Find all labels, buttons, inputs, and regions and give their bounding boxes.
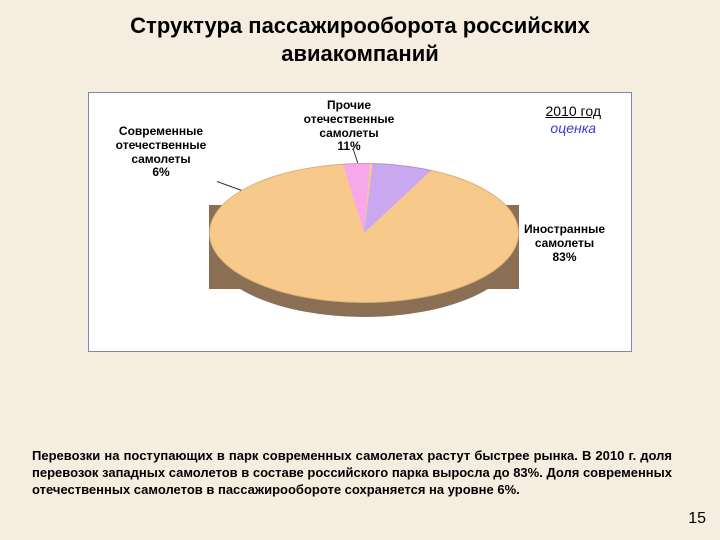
estimate-text: оценка (550, 120, 596, 136)
slice-label-foreign: Иностранные самолеты 83% (507, 223, 622, 264)
slice-label-modern-domestic: Современные отечественные самолеты 6% (101, 125, 221, 180)
chart-year-note: 2010 год оценка (546, 103, 601, 137)
page-title: Структура пассажирооборота российских ав… (0, 0, 720, 67)
body-paragraph: Перевозки на поступающих в парк современ… (32, 448, 672, 499)
year-text: 2010 год (546, 103, 601, 119)
pie-chart-container: 2010 год оценка Современные отечественны… (88, 92, 632, 352)
title-line-1: Структура пассажирооборота российских (130, 13, 590, 38)
slice-label-other-domestic: Прочие отечественные самолеты 11% (289, 99, 409, 154)
pie-3d (209, 163, 519, 333)
title-line-2: авиакомпаний (281, 41, 439, 66)
pie-outline (209, 163, 519, 303)
page-number: 15 (688, 510, 706, 528)
